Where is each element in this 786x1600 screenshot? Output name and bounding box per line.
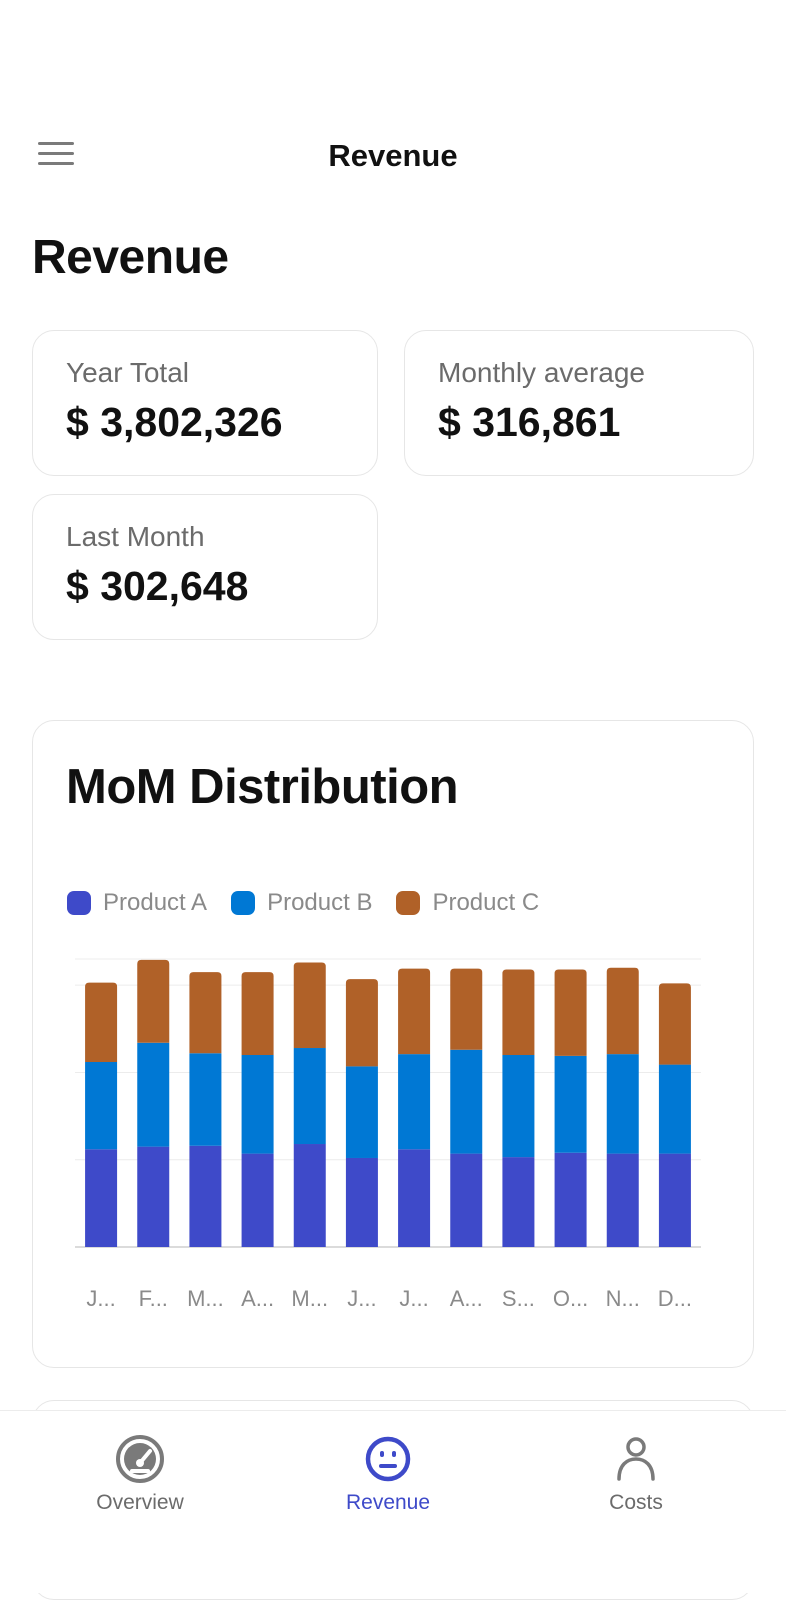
- neutral-face-icon: [365, 1436, 411, 1482]
- bar-segment-product-a[interactable]: [293, 1144, 326, 1247]
- stacked-bar-chart: J... F... M... A... M... J... J... A... S... O...…: [75, 958, 701, 1311]
- nav-item-revenue[interactable]: Revenue: [298, 1433, 478, 1515]
- bar-segment-product-a[interactable]: [345, 1157, 378, 1247]
- bar-segment-product-c[interactable]: [502, 969, 535, 1055]
- stat-value: $ 302,648: [66, 563, 249, 609]
- x-tick-label: F...: [139, 1286, 168, 1311]
- stat-card-last-month: Last Month $ 302,648: [32, 494, 378, 640]
- x-tick-label: A...: [241, 1286, 274, 1311]
- x-tick-label: S...: [502, 1286, 535, 1311]
- bar-segment-product-b[interactable]: [241, 1055, 274, 1154]
- bar-segment-product-a[interactable]: [450, 1153, 483, 1247]
- bar-segment-product-c[interactable]: [606, 967, 639, 1055]
- x-tick-label: N...: [606, 1286, 640, 1311]
- bar-segment-product-b[interactable]: [345, 1066, 378, 1158]
- x-tick-label: J...: [86, 1286, 115, 1311]
- nav-label: Revenue: [345, 1491, 431, 1514]
- stat-card-monthly-average: Monthly average $ 316,861: [404, 330, 754, 476]
- bar-segment-product-a[interactable]: [189, 1145, 222, 1247]
- nav-label: Costs: [609, 1491, 663, 1514]
- bar-segment-product-b[interactable]: [293, 1048, 326, 1145]
- x-tick-label: O...: [553, 1286, 588, 1311]
- bar-segment-product-b[interactable]: [189, 1053, 222, 1146]
- legend-item-product-c[interactable]: Product C: [396, 889, 539, 917]
- stat-card-year-total: Year Total $ 3,802,326: [32, 330, 378, 476]
- legend-label: Product B: [267, 889, 373, 916]
- x-tick-label: D...: [658, 1286, 692, 1311]
- stat-label: Last Month: [66, 521, 205, 552]
- chart-title: MoM Distribution: [66, 760, 459, 814]
- stat-value: $ 316,861: [438, 399, 621, 445]
- person-icon: [617, 1437, 655, 1481]
- bar-segment-product-b[interactable]: [398, 1054, 431, 1150]
- gauge-icon: [116, 1435, 164, 1483]
- bar-segment-product-a[interactable]: [658, 1153, 691, 1247]
- bar-segment-product-c[interactable]: [450, 968, 483, 1050]
- x-tick-label: J...: [399, 1286, 428, 1311]
- bar-segment-product-a[interactable]: [554, 1152, 587, 1247]
- legend-label: Product A: [103, 889, 208, 916]
- nav-item-costs[interactable]: Costs: [546, 1433, 726, 1515]
- bar-segment-product-a[interactable]: [606, 1153, 639, 1247]
- bar-segment-product-a[interactable]: [398, 1149, 431, 1247]
- stat-label: Year Total: [66, 357, 189, 388]
- x-tick-label: J...: [347, 1286, 376, 1311]
- bar-segment-product-a[interactable]: [85, 1149, 118, 1247]
- bar-segment-product-c[interactable]: [293, 962, 326, 1049]
- legend-swatch: [396, 891, 421, 915]
- bar-segment-product-a[interactable]: [241, 1153, 274, 1247]
- top-bar-title: Revenue: [328, 138, 458, 173]
- chart-legend: Product A Product B Product C: [67, 889, 539, 917]
- legend-swatch: [231, 891, 256, 915]
- bar-segment-product-b[interactable]: [554, 1055, 587, 1153]
- bar-segment-product-c[interactable]: [398, 968, 431, 1055]
- bar-segment-product-b[interactable]: [502, 1055, 535, 1158]
- bar-segment-product-c[interactable]: [85, 982, 118, 1062]
- legend-item-product-b[interactable]: Product B: [231, 889, 372, 917]
- stat-label: Monthly average: [438, 357, 646, 388]
- bar-segment-product-b[interactable]: [85, 1061, 118, 1150]
- x-tick-label: M...: [291, 1286, 328, 1311]
- nav-label: Overview: [96, 1491, 184, 1514]
- bar-segment-product-a[interactable]: [137, 1146, 170, 1247]
- legend-item-product-a[interactable]: Product A: [67, 889, 207, 917]
- chart-card: MoM Distribution Product A Product B Pro…: [32, 720, 754, 1368]
- nav-item-overview[interactable]: Overview: [50, 1433, 230, 1515]
- bar-segment-product-c[interactable]: [554, 969, 587, 1056]
- x-tick-label: M...: [187, 1286, 224, 1311]
- hamburger-menu-icon[interactable]: [32, 134, 80, 174]
- legend-label: Product C: [432, 889, 540, 916]
- bar-segment-product-c[interactable]: [345, 979, 378, 1067]
- bar-segment-product-b[interactable]: [137, 1042, 170, 1147]
- bar-segment-product-b[interactable]: [658, 1064, 691, 1154]
- bar-segment-product-c[interactable]: [658, 983, 691, 1065]
- x-tick-label: A...: [450, 1286, 483, 1311]
- top-bar: Revenue: [0, 118, 786, 190]
- legend-swatch: [67, 891, 91, 915]
- bar-segment-product-a[interactable]: [502, 1157, 535, 1247]
- stat-value: $ 3,802,326: [66, 399, 283, 445]
- bar-segment-product-c[interactable]: [189, 972, 222, 1054]
- bar-segment-product-c[interactable]: [241, 972, 274, 1055]
- bar-segment-product-b[interactable]: [606, 1054, 639, 1154]
- bar-segment-product-c[interactable]: [137, 959, 170, 1043]
- page-title: Revenue: [32, 231, 229, 284]
- bar-segment-product-b[interactable]: [450, 1049, 483, 1154]
- bottom-nav: Overview Revenue Costs: [0, 1410, 786, 1593]
